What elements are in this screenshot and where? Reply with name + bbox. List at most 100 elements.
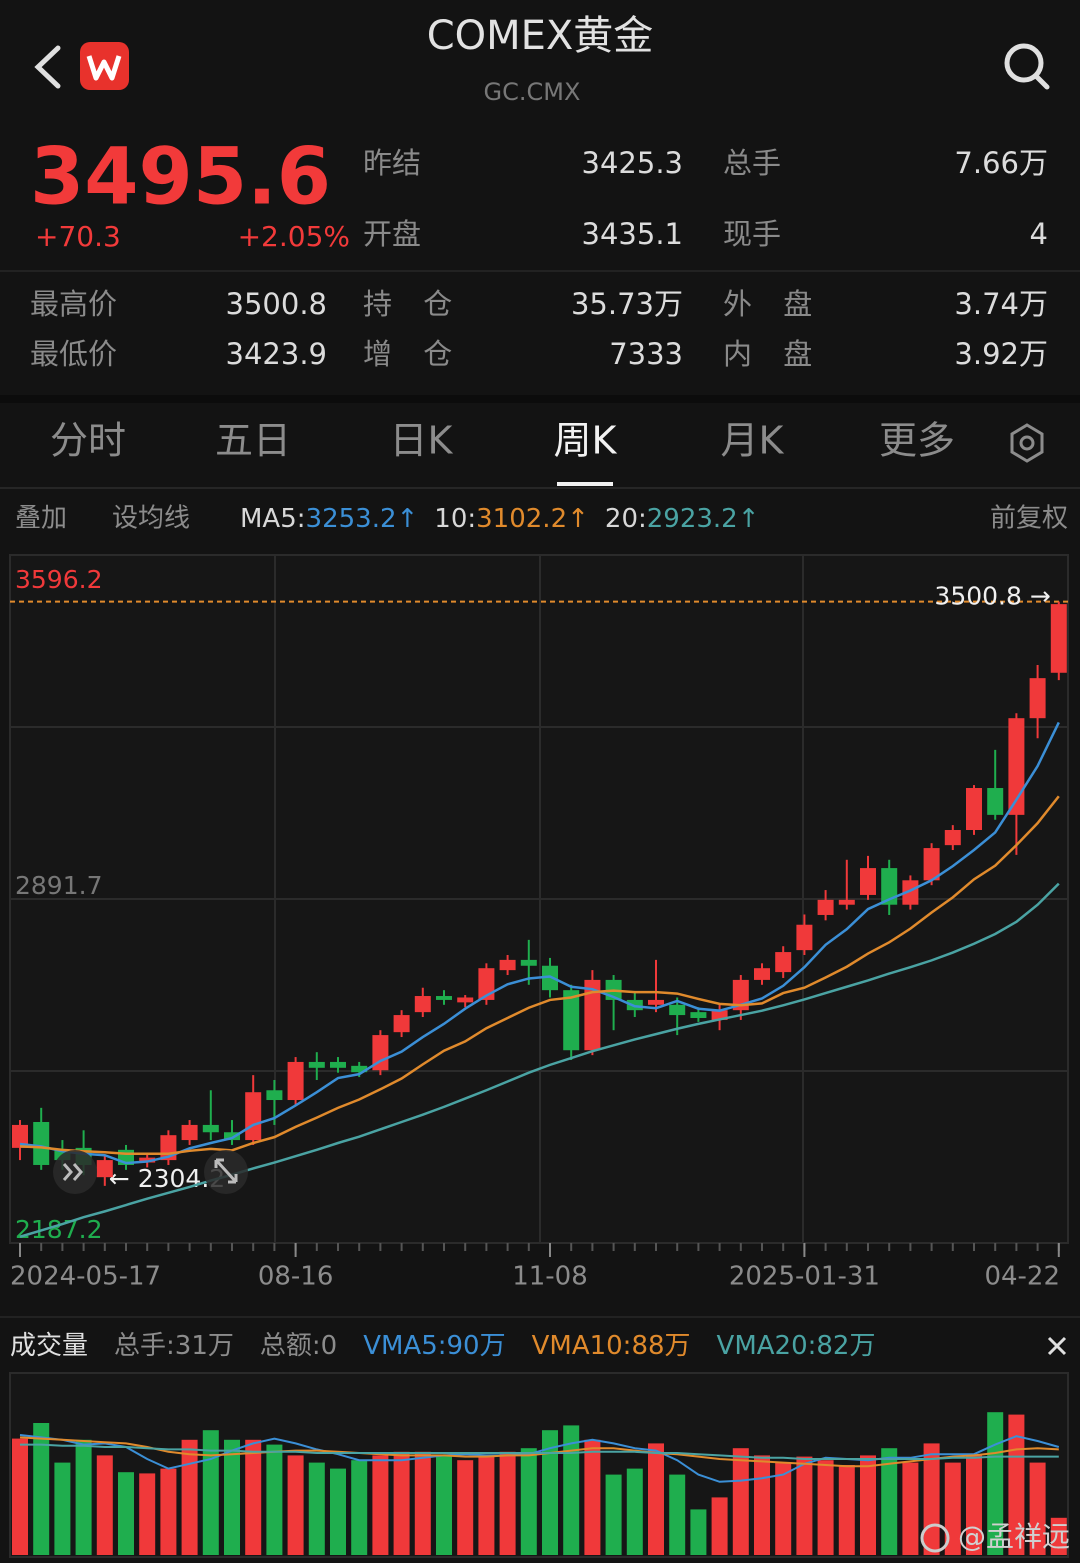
candle-body: [796, 924, 813, 951]
candle-body: [139, 1157, 156, 1163]
vma-legend: VMA20:82万: [717, 1331, 876, 1361]
volume-bar: [711, 1497, 728, 1555]
watermark-icon: [920, 1523, 950, 1553]
volume-bar: [118, 1472, 134, 1555]
annotation: 3500.8 →: [934, 582, 1050, 611]
volume-bar: [287, 1455, 304, 1555]
vma-legend: VMA10:88万: [532, 1331, 691, 1361]
candle-body: [563, 990, 580, 1051]
volume-bar: [775, 1462, 792, 1555]
stat-value: 3.92万: [954, 337, 1048, 371]
stat-label: 现手: [723, 217, 781, 251]
candle-body: [881, 868, 898, 905]
candle-body: [584, 979, 601, 1051]
volume-bar: [563, 1425, 580, 1555]
back-button[interactable]: [34, 45, 61, 89]
tab[interactable]: 更多: [879, 419, 955, 463]
volume-bar: [626, 1468, 643, 1555]
x-tick-label: 08-16: [258, 1262, 334, 1292]
candle-body: [224, 1132, 240, 1141]
candle-body: [308, 1061, 325, 1068]
divider: [0, 395, 1080, 403]
volume-bar: [393, 1451, 410, 1555]
stat-label: 开盘: [363, 217, 421, 251]
candle-body: [648, 999, 664, 1005]
tab[interactable]: 分时: [50, 419, 126, 463]
settings-button[interactable]: [1010, 423, 1044, 463]
volume-bar: [96, 1455, 113, 1555]
stat-value: 3.74万: [954, 287, 1048, 321]
stat-label: 增 仓: [363, 337, 452, 371]
ma-setting-button[interactable]: 设均线: [112, 504, 190, 534]
volume-bar: [160, 1468, 177, 1555]
volume-bar: [690, 1509, 707, 1555]
candle-body: [775, 952, 792, 973]
volume-bar: [754, 1455, 770, 1555]
stat-value: 3423.9: [226, 337, 327, 371]
volume-bar: [181, 1439, 198, 1555]
close-volume[interactable]: [1047, 1336, 1067, 1356]
y-tick-label: 2187.2: [15, 1215, 102, 1244]
settings-dot: [1019, 435, 1035, 451]
candle-body: [902, 880, 919, 905]
stat-value: 7333: [609, 337, 683, 371]
candle-body: [330, 1061, 346, 1068]
overlay-controls[interactable]: [53, 1150, 248, 1194]
tab[interactable]: 月K: [721, 419, 785, 463]
candle-body: [96, 1160, 113, 1178]
volume-bar: [351, 1460, 368, 1555]
candle-body: [202, 1124, 219, 1133]
volume-bar: [881, 1448, 898, 1555]
search-button[interactable]: [1004, 43, 1050, 90]
code: GC.CMX: [484, 78, 581, 106]
app-icon[interactable]: [80, 42, 129, 90]
chart-marks: 3596.2 2891.7 2187.2 2024-05-17 08-16 11-08 20…: [10, 554, 1068, 1555]
volume-bar: [457, 1460, 474, 1555]
volume-bar: [330, 1468, 346, 1555]
volume-bar: [54, 1462, 71, 1555]
candle-body: [478, 968, 495, 1000]
settings-icon: [1010, 423, 1044, 463]
candle-body: [181, 1124, 198, 1141]
tab[interactable]: 周K: [554, 419, 618, 463]
overlay-button[interactable]: 叠加: [15, 504, 67, 534]
stat-value: 3435.1: [582, 217, 683, 251]
candle-body: [923, 848, 940, 881]
tab[interactable]: 五日: [215, 419, 291, 463]
divider: [0, 1316, 1080, 1318]
candle-body: [966, 788, 982, 831]
volume-bar: [944, 1462, 961, 1555]
candle-body: [860, 868, 876, 895]
volume-bar: [966, 1455, 982, 1555]
candle-body: [520, 959, 537, 966]
change-pct: +2.05%: [238, 220, 350, 253]
stat-label: 外 盘: [723, 287, 812, 321]
y-tick-label: 2891.7: [15, 871, 102, 900]
volume-bar: [1050, 1517, 1067, 1555]
collapse-icon: [62, 1163, 83, 1181]
ma-legend-name: 20:: [605, 504, 647, 534]
watermark-text: @孟祥远: [958, 1520, 1070, 1553]
candle-body: [266, 1090, 283, 1101]
stat-label: 昨结: [363, 146, 421, 180]
candle-body: [817, 899, 834, 915]
tab[interactable]: 日K: [390, 419, 454, 463]
title: COMEX黄金: [427, 13, 654, 59]
volume-bar: [584, 1439, 601, 1555]
candle-body: [351, 1065, 368, 1073]
stat-label: 总手: [723, 146, 781, 180]
ma-line: [19, 795, 1060, 1155]
volume-bar: [648, 1443, 664, 1555]
volume-bar: [245, 1439, 262, 1555]
volume-bar: [520, 1448, 537, 1555]
candle-body: [414, 996, 431, 1013]
adjust-button[interactable]: 前复权: [990, 504, 1068, 534]
volume-bar: [605, 1474, 622, 1555]
volume-bar: [732, 1448, 749, 1555]
volume-bar: [669, 1474, 686, 1555]
divider: [0, 270, 1080, 272]
candle-body: [287, 1061, 304, 1101]
volume-bar: [902, 1462, 919, 1555]
stat-label: 最高价: [30, 287, 117, 321]
